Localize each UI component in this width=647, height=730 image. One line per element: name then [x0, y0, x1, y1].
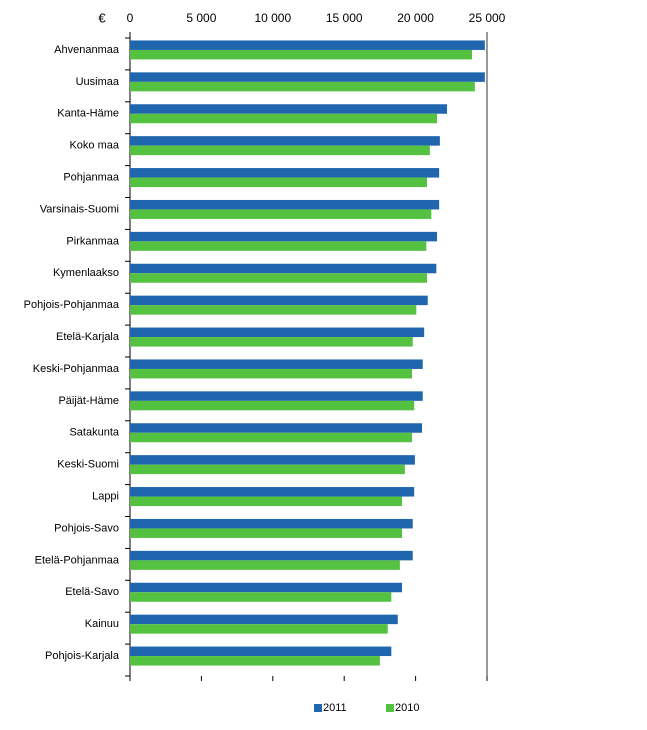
- bar: [130, 72, 485, 82]
- bar: [130, 359, 423, 369]
- y-tick-label: Etelä-Pohjanmaa: [35, 554, 120, 566]
- bar: [130, 656, 380, 666]
- bar: [130, 518, 413, 529]
- bar: [130, 273, 428, 283]
- bar: [130, 241, 427, 251]
- bar: [130, 113, 438, 124]
- bar: [130, 49, 473, 60]
- bar: [130, 592, 392, 602]
- x-tick-label: 15 000: [326, 11, 363, 25]
- legend-label: 2010: [395, 702, 419, 714]
- bar: [130, 145, 430, 156]
- bar: [130, 368, 413, 379]
- bar: [130, 496, 403, 507]
- bar: [130, 487, 415, 497]
- bar: [130, 432, 413, 443]
- bar: [130, 81, 475, 92]
- bar: [130, 464, 405, 475]
- bar: [130, 209, 432, 219]
- bar: [130, 136, 440, 146]
- y-tick-label: Uusimaa: [76, 76, 120, 88]
- y-tick-label: Keski-Suomi: [57, 459, 119, 471]
- bar: [130, 550, 413, 561]
- bar: [130, 423, 423, 433]
- y-tick-label: Etelä-Savo: [65, 586, 119, 598]
- bar: [130, 391, 423, 401]
- bar: [130, 337, 413, 347]
- y-tick-label: Pirkanmaa: [66, 235, 119, 247]
- y-tick-label: Lappi: [92, 490, 119, 502]
- y-tick-label: Satakunta: [69, 427, 119, 439]
- bar: [130, 560, 400, 570]
- legend-swatch: [386, 704, 394, 712]
- y-tick-label: Pohjois-Savo: [54, 522, 119, 534]
- bar: [130, 199, 440, 210]
- y-tick-label: Keski-Pohjanmaa: [33, 363, 120, 375]
- legend-swatch: [314, 704, 322, 712]
- legend-label: 2011: [323, 702, 347, 714]
- x-tick-label: 20 000: [397, 11, 434, 25]
- x-tick-label: 0: [127, 11, 134, 25]
- x-tick-label: 25 000: [469, 11, 506, 25]
- bar: [130, 168, 440, 178]
- bar: [130, 40, 485, 50]
- bar: [130, 305, 417, 315]
- y-tick-label: Koko maa: [69, 140, 119, 152]
- x-tick-label: 10 000: [254, 11, 291, 25]
- y-tick-label: Etelä-Karjala: [56, 331, 120, 343]
- y-tick-label: Pohjanmaa: [63, 171, 120, 183]
- bar: [130, 263, 437, 274]
- bar: [130, 327, 425, 338]
- bar: [130, 455, 415, 465]
- unit-label: €: [98, 10, 106, 25]
- bar: [130, 624, 388, 634]
- bar: [130, 582, 403, 593]
- bar: [130, 104, 448, 114]
- y-tick-label: Pohjois-Pohjanmaa: [24, 299, 120, 311]
- y-tick-label: Ahvenanmaa: [54, 44, 120, 56]
- bar: [130, 614, 398, 625]
- y-tick-label: Varsinais-Suomi: [40, 203, 119, 215]
- y-tick-label: Kanta-Häme: [57, 108, 119, 120]
- bar: [130, 295, 428, 306]
- y-tick-label: Pohjois-Karjala: [45, 650, 120, 662]
- bar: [130, 177, 428, 188]
- y-tick-label: Päijät-Häme: [58, 395, 119, 407]
- y-tick-label: Kymenlaakso: [53, 267, 119, 279]
- bar: [130, 528, 403, 538]
- x-tick-label: 5 000: [186, 11, 216, 25]
- bar: [130, 646, 392, 657]
- bar: [130, 400, 415, 411]
- bar: [130, 231, 438, 242]
- y-tick-label: Kainuu: [85, 618, 119, 630]
